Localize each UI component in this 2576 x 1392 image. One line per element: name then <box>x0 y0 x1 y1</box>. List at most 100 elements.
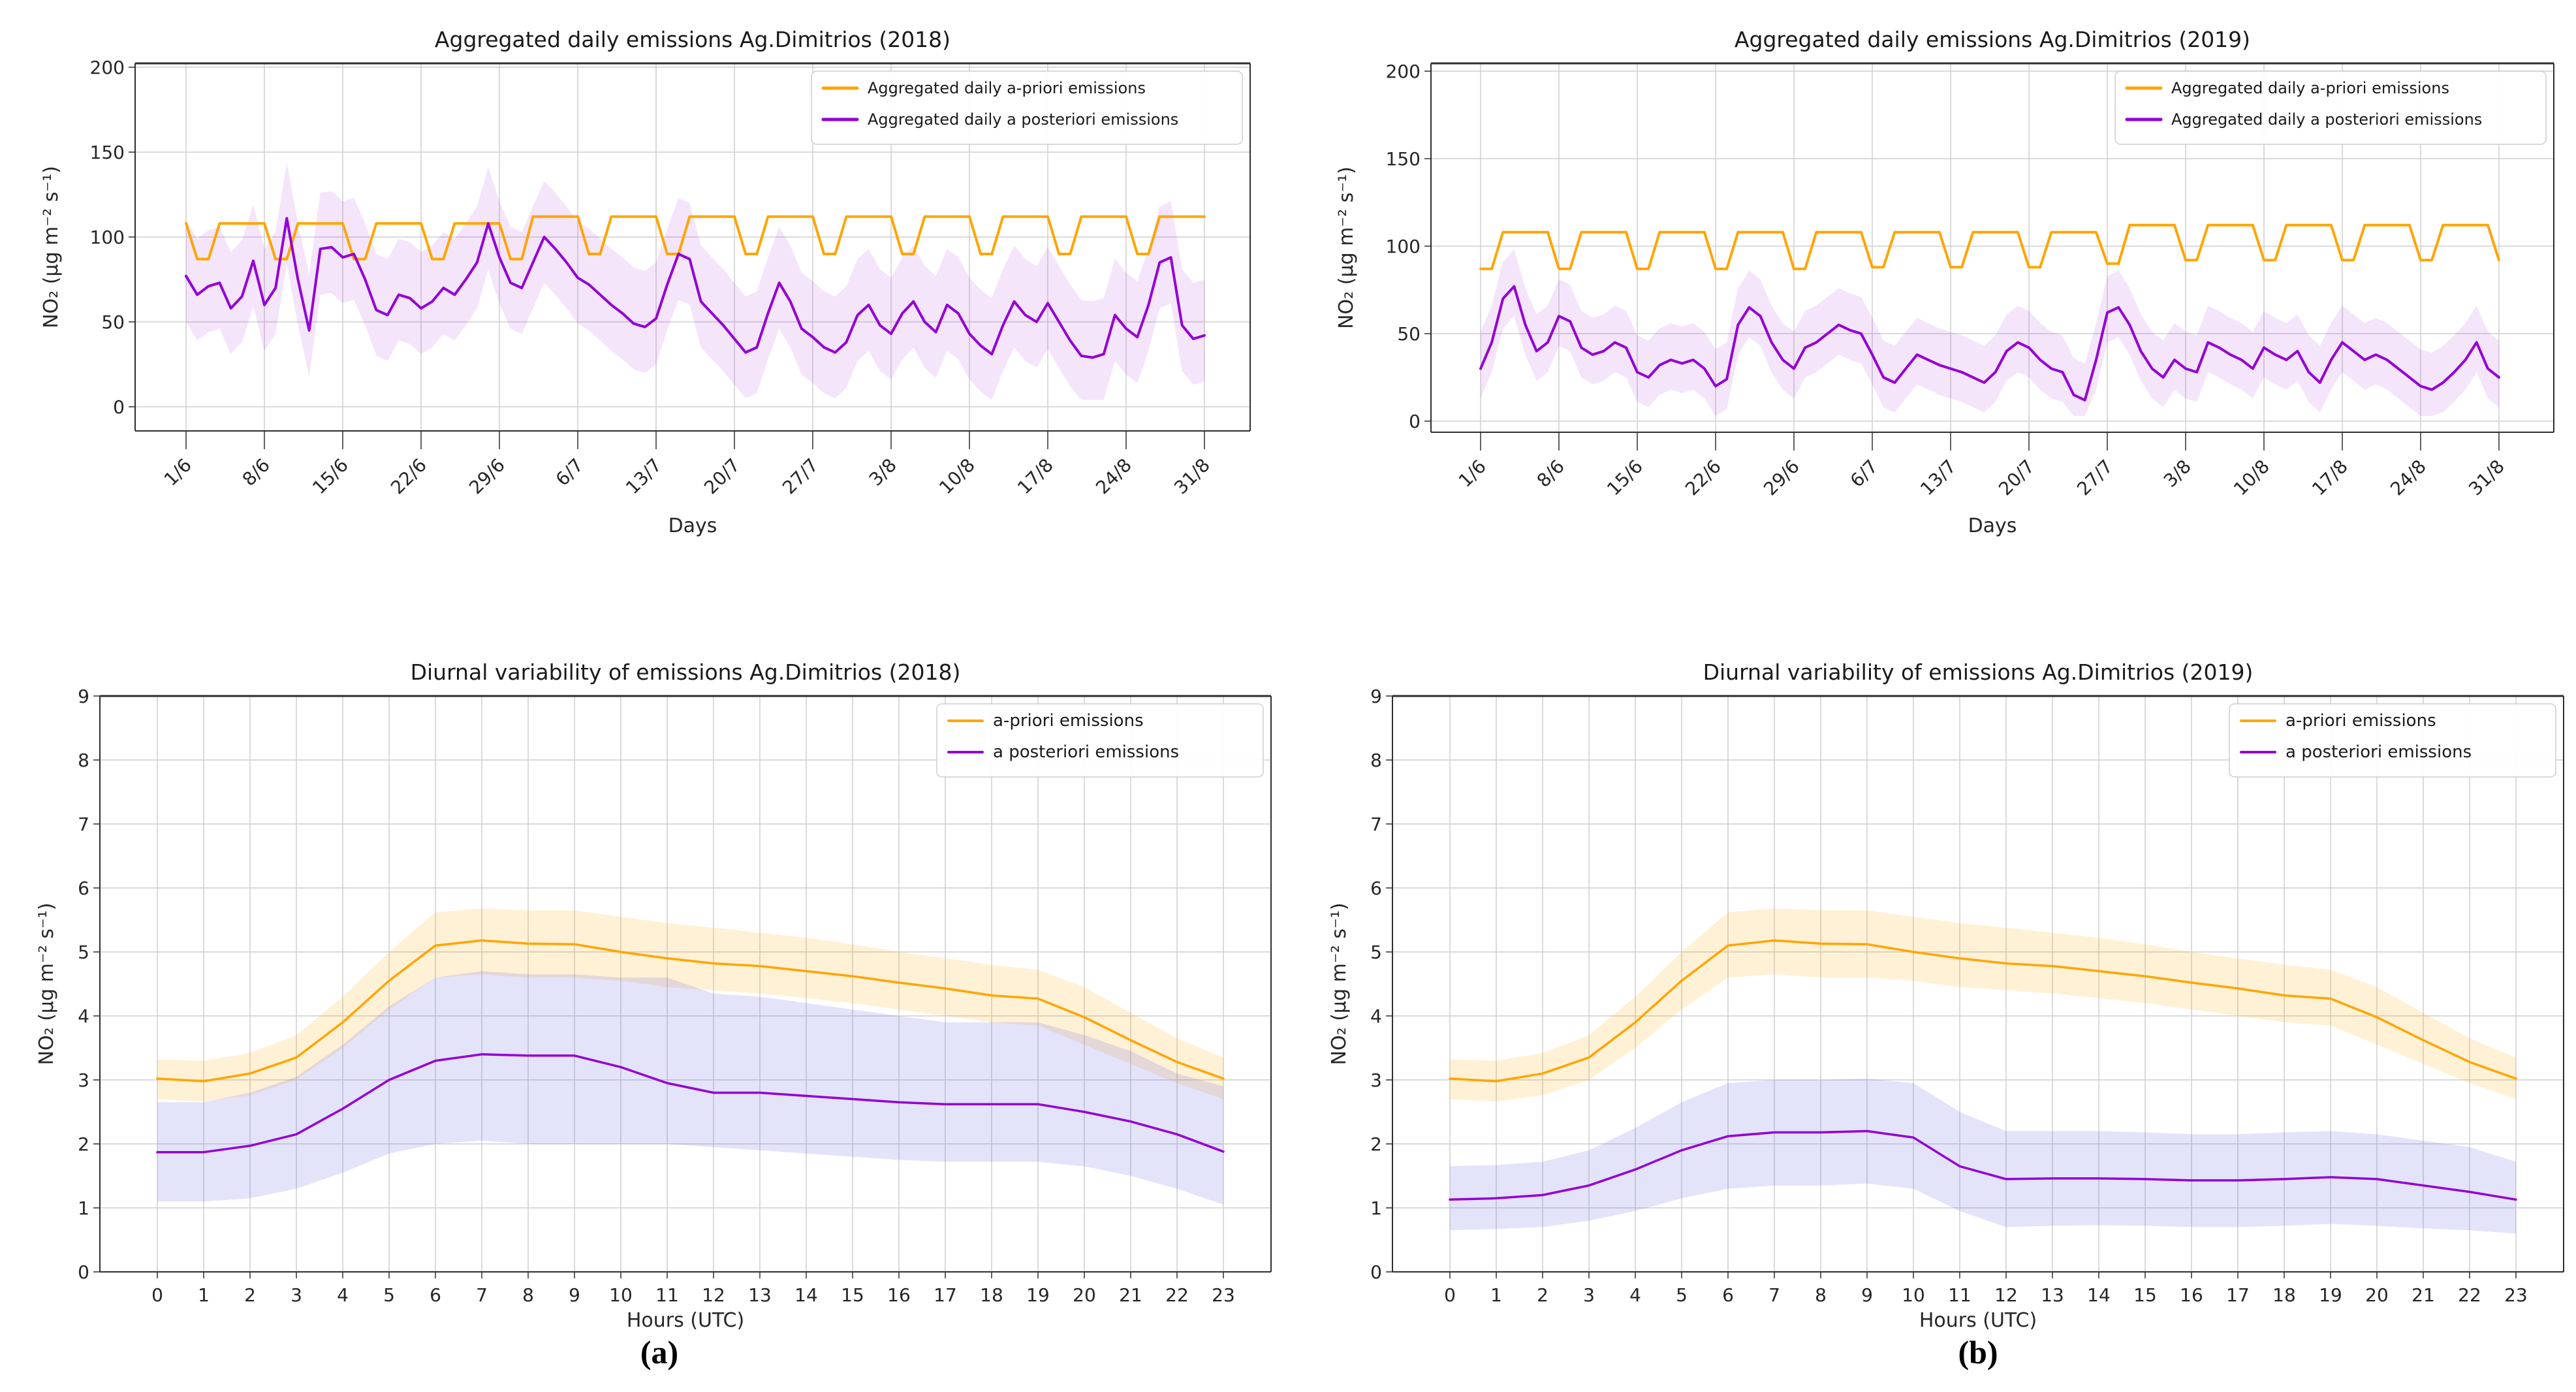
caption-a: (a) <box>640 1334 679 1370</box>
a-posteriori-emissions-2018-line <box>156 1053 1225 1154</box>
x-tick-label: 22 <box>1165 1284 1189 1306</box>
x-tick-label: 14 <box>794 1284 818 1306</box>
legend-label: a-priori emissions <box>2285 711 2436 731</box>
y-tick-label: 3 <box>1370 1069 1382 1091</box>
y-tick-label: 100 <box>90 227 125 248</box>
aggregated-daily-a-priori-emissions-2019-line <box>1479 223 2500 270</box>
x-tick-label: 10/8 <box>2229 456 2274 500</box>
y-tick-label: 4 <box>78 1005 89 1027</box>
y-tick-label: 150 <box>1386 148 1421 170</box>
x-tick-label: 17/8 <box>1013 454 1058 499</box>
chart-title: Diurnal variability of emissions Ag.Dimi… <box>1703 659 2254 685</box>
x-tick-label: 22/6 <box>386 454 431 499</box>
daily-2018-legend: Aggregated daily a-priori emissions Aggre… <box>811 71 1243 145</box>
x-tick-label: 16 <box>2180 1284 2203 1306</box>
legend-label: Aggregated daily a-priori emissions <box>868 79 1146 97</box>
chart-diurnal-2019: 0 1 2 3 4 5 6 7 8 9 10 11 12 13 14 15 16 17 18 19 20 21 22 2301… <box>1328 659 2564 1332</box>
y-tick-label: 5 <box>78 941 89 963</box>
x-tick-label: 6/7 <box>1846 456 1882 492</box>
y-tick-label: 200 <box>90 57 125 78</box>
x-tick-label: 10/8 <box>935 454 979 499</box>
x-tick-label: 27/7 <box>2073 456 2117 500</box>
x-tick-label: 20 <box>1073 1284 1096 1306</box>
daily-2018-series <box>185 162 1206 400</box>
x-tick-label: 20 <box>2365 1284 2389 1306</box>
x-tick-label: 18 <box>2272 1284 2296 1306</box>
a-priori-emissions-2018-line <box>156 939 1225 1083</box>
x-tick-label: 6 <box>430 1284 441 1306</box>
y-tick-label: 1 <box>78 1197 89 1219</box>
y-tick-label: 150 <box>90 142 125 163</box>
x-tick-label: 3 <box>1583 1284 1595 1306</box>
aggregated-daily-a-posteriori-emissions-2019-uncertainty-band <box>1481 249 2499 416</box>
x-tick-label: 14 <box>2087 1284 2111 1306</box>
x-tick-label: 3/8 <box>865 454 901 490</box>
aggregated-daily-a-posteriori-emissions-2019-line <box>1479 285 2500 402</box>
x-tick-label: 17 <box>934 1284 957 1306</box>
diurnal-2019-series <box>1449 908 2517 1234</box>
y-tick-label: 7 <box>1370 814 1382 835</box>
legend-label: Aggregated daily a posteriori emissions <box>868 110 1178 129</box>
y-tick-label: 50 <box>101 311 125 333</box>
legend-label: a-priori emissions <box>993 711 1144 731</box>
daily-2019-spines <box>1430 62 2554 433</box>
y-tick-label: 3 <box>78 1069 89 1091</box>
x-tick-label: 23 <box>1212 1284 1235 1306</box>
diurnal-2018-spines <box>99 695 1272 1273</box>
x-tick-label: 3 <box>291 1284 302 1306</box>
x-tick-label: 15/6 <box>1603 456 1647 500</box>
daily-2018-spines <box>134 62 1251 432</box>
diurnal-2018-legend: a-priori emissions a posteriori emissions <box>936 703 1264 778</box>
x-tick-label: 2 <box>244 1284 256 1306</box>
x-tick-label: 16 <box>887 1284 911 1306</box>
x-tick-label: 24/8 <box>2386 456 2430 500</box>
diurnal-2019-spines <box>1392 695 2564 1273</box>
x-tick-label: 12 <box>1994 1284 2018 1306</box>
legend-label: Aggregated daily a posteriori emissions <box>2171 110 2482 129</box>
legend-box <box>811 71 1243 145</box>
legend-label: a posteriori emissions <box>993 742 1179 762</box>
chart-daily-2019: 1/6 8/6 15/6 22/6 29/6 6/7 13/7 20/7 27/7 3/8 10/8… <box>1335 27 2554 537</box>
legend-box <box>2229 703 2556 778</box>
y-axis-label: NO₂ (μg m⁻² s⁻¹) <box>1328 903 1351 1066</box>
y-tick-label: 8 <box>78 750 89 771</box>
x-tick-label: 10 <box>1902 1284 1925 1306</box>
chart-title: Diurnal variability of emissions Ag.Dimi… <box>411 659 961 685</box>
x-axis-label: Days <box>668 514 717 537</box>
y-tick-label: 7 <box>78 814 89 835</box>
x-tick-label: 29/6 <box>1759 456 1804 500</box>
x-tick-label: 31/8 <box>2464 456 2509 500</box>
x-tick-label: 2 <box>1537 1284 1548 1306</box>
daily-2019-legend: Aggregated daily a-priori emissions Aggre… <box>2114 71 2547 145</box>
y-tick-label: 9 <box>1370 686 1382 707</box>
y-axis-label: NO₂ (μg m⁻² s⁻¹) <box>1335 166 1358 329</box>
y-tick-label: 8 <box>1370 750 1382 771</box>
x-tick-label: 15 <box>2133 1284 2157 1306</box>
y-tick-label: 2 <box>1370 1133 1382 1155</box>
x-tick-label: 8 <box>1815 1284 1827 1306</box>
diurnal-2019-axes: 0 1 2 3 4 5 6 7 8 9 10 11 12 13 14 15 16 17 18 19 20 21 22 2301… <box>1370 686 2528 1306</box>
a-posteriori-emissions-2019-line <box>1449 1130 2517 1201</box>
legend-label: Aggregated daily a-priori emissions <box>2171 79 2449 97</box>
x-axis-label: Hours (UTC) <box>1919 1309 2037 1332</box>
x-tick-label: 6/7 <box>552 454 588 490</box>
diurnal-2018-series <box>156 908 1225 1205</box>
y-tick-label: 4 <box>1370 1005 1382 1027</box>
x-tick-label: 9 <box>1861 1284 1873 1306</box>
x-axis-label: Hours (UTC) <box>627 1309 744 1332</box>
x-tick-label: 5 <box>383 1284 395 1306</box>
legend-box <box>2114 71 2547 145</box>
y-tick-label: 200 <box>1386 61 1421 82</box>
x-tick-label: 13/7 <box>1916 456 1960 500</box>
y-tick-label: 6 <box>1370 878 1382 899</box>
chart-title: Aggregated daily emissions Ag.Dimitrios … <box>1735 27 2250 52</box>
x-tick-label: 12 <box>702 1284 725 1306</box>
chart-title: Aggregated daily emissions Ag.Dimitrios … <box>435 27 950 52</box>
x-tick-label: 19 <box>1026 1284 1050 1306</box>
y-axis-label: NO₂ (μg m⁻² s⁻¹) <box>35 903 58 1066</box>
y-tick-label: 5 <box>1370 941 1382 963</box>
x-tick-label: 21 <box>1119 1284 1142 1306</box>
y-tick-label: 6 <box>78 878 89 899</box>
x-tick-label: 13 <box>748 1284 772 1306</box>
